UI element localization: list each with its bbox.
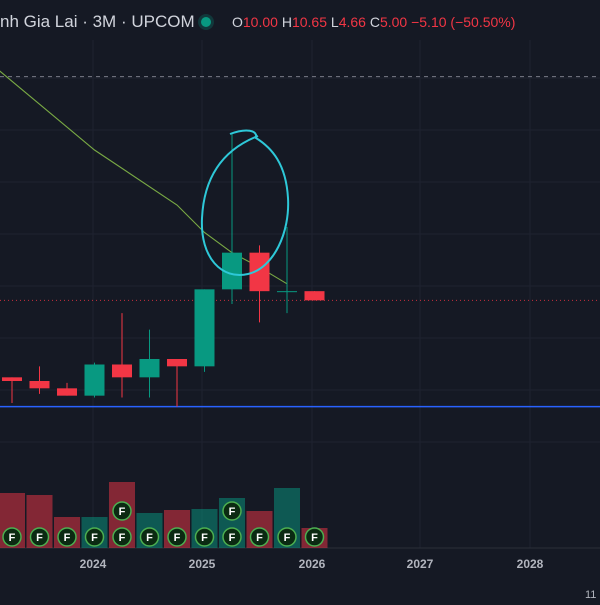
dividend-marker-icon [277,527,297,547]
dividend-marker-icon [222,527,242,547]
dividend-marker-icon [249,527,270,547]
dividend-marker-icon [139,527,160,547]
ohlc-change: −5.10 (−50.50%) [411,14,516,30]
x-axis-corner-fragment: 11 [585,589,596,600]
dividend-marker-icon [167,527,187,547]
candle-body [139,359,160,378]
candle-body [29,381,50,389]
dividend-marker-label: F [36,532,43,544]
dividend-marker-icon [57,527,77,547]
dividend-marker-label: F [174,532,181,544]
dividend-marker-label: F [146,532,153,544]
dividend-marker-icon [29,527,50,547]
ohlc-low-key: L [330,14,339,30]
dividend-marker-label: F [201,532,208,544]
candle-body [112,364,132,378]
dividend-marker-icon [194,527,215,547]
candle-body [277,291,297,293]
x-axis-label: 2027 [407,557,434,571]
ohlc-open-key: O [232,14,243,30]
ohlc-low-value: 4.66 [338,14,366,30]
candle-body [194,289,215,367]
dividend-marker-label: F [64,532,71,544]
dividend-marker-icon [304,527,325,547]
dividend-marker-icon [112,527,132,547]
symbol-title[interactable]: nh Gia Lai · 3M · UPCOM [0,12,195,31]
symbol-header: nh Gia Lai · 3M · UPCOM O10.00 H10.65 L4… [0,0,600,40]
dividend-marker-icon [84,527,105,547]
ohlc-high-value: 10.65 [291,14,327,30]
candle-body [222,252,242,290]
ohlc-close-value: 5.00 [379,14,408,30]
ohlc-close-key: C [369,14,380,30]
dividend-marker-label: F [9,532,16,544]
market-status-icon [201,17,211,27]
dividend-marker-label: F [311,532,318,544]
x-axis-label: 2025 [189,557,216,571]
ohlc-high-key: H [281,14,292,30]
candle-body [2,377,22,381]
ohlc-readout: O10.00 H10.65 L4.66 C5.00 −5.10 (−50.50%… [232,14,515,30]
x-axis-label: 2024 [80,557,107,571]
candle-body [167,359,187,367]
candle-body [84,364,105,396]
candle-body [304,291,325,301]
x-axis-label: 2028 [517,557,544,571]
dividend-marker-icon [2,527,22,547]
candle-body [57,388,77,396]
dividend-marker-label: F [119,532,126,544]
dividend-marker-label: F [91,532,98,544]
dividend-marker-label: F [119,506,126,518]
dividend-marker-label: F [256,532,263,544]
dividend-marker-label: F [229,506,236,518]
x-axis-label: 2026 [299,557,326,571]
dividend-marker-icon [222,501,242,521]
candle-body [249,252,270,292]
dividend-marker-icon [112,501,132,521]
ohlc-open-value: 10.00 [242,14,278,30]
dividend-marker-label: F [229,532,236,544]
freehand-drawing [200,129,290,276]
dividend-marker-label: F [284,532,291,544]
